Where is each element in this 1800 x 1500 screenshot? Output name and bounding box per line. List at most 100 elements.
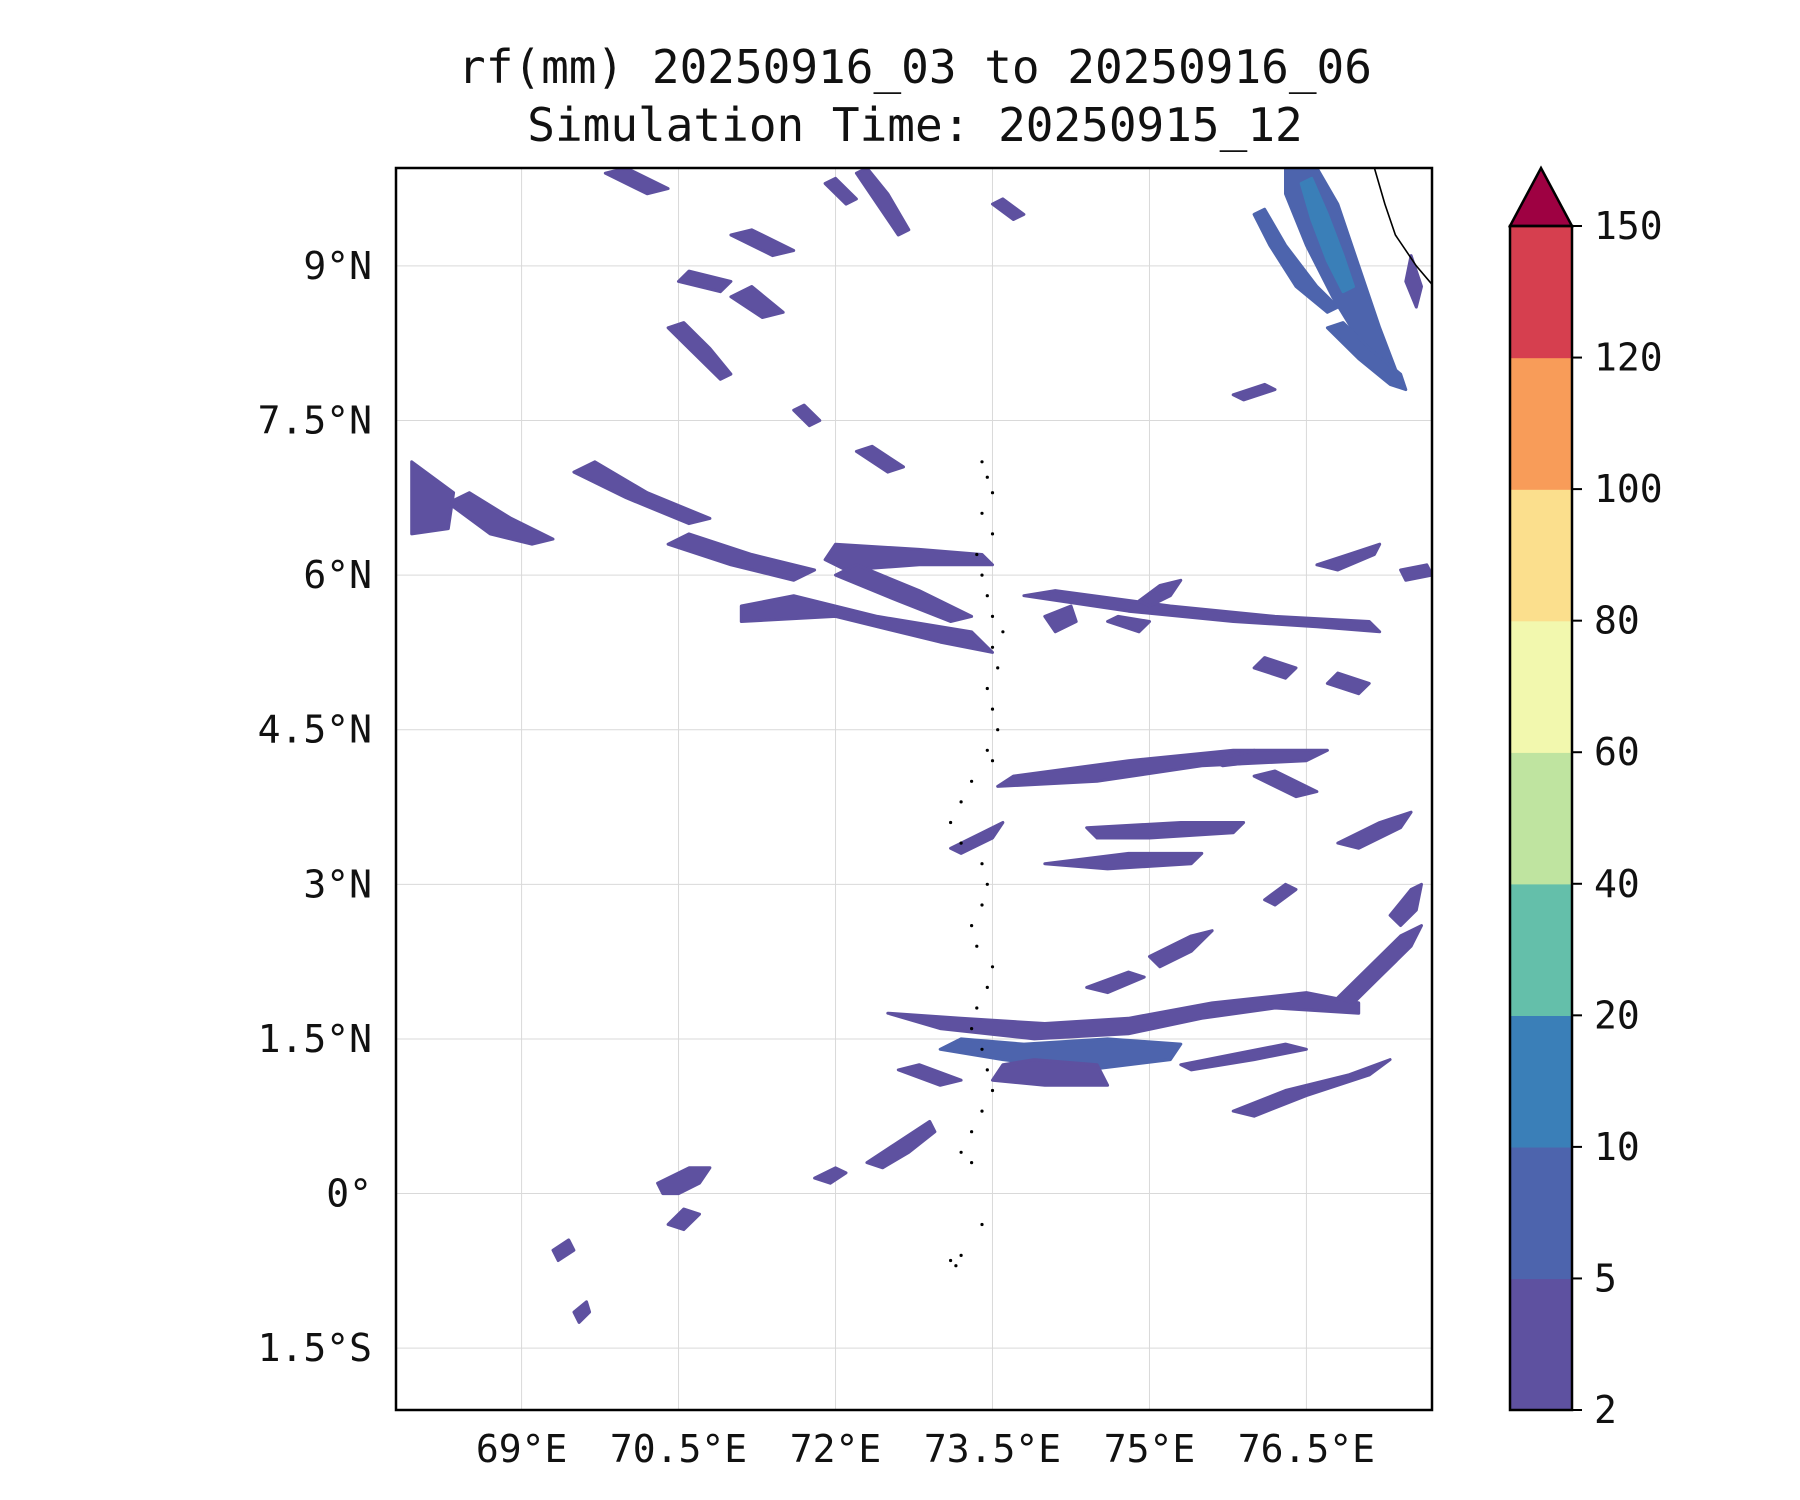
lat-tick-label: 1.5°N xyxy=(258,1017,372,1061)
rain-band xyxy=(666,321,733,381)
island-dot xyxy=(990,645,995,649)
rain-band xyxy=(1336,810,1413,850)
colorbar-frame xyxy=(1508,224,1574,1412)
rain-band xyxy=(896,1063,963,1087)
island-dot xyxy=(990,532,995,536)
map-title: rf(mm) 20250916_03 to 20250916_06 xyxy=(458,40,1372,94)
rain-band xyxy=(1336,924,1423,1005)
axis-ticks: 9°N 7.5°N 6°N 4.5°N 3°N 1.5°N 0° 1.5°S 69°E 70.5°… xyxy=(258,244,1375,1471)
island-dot xyxy=(959,1253,963,1257)
island-dot xyxy=(996,728,1000,732)
rain-band xyxy=(666,532,817,582)
rain-band xyxy=(1179,1042,1308,1072)
colorbar-segment xyxy=(1510,1278,1572,1411)
rain-band xyxy=(1022,589,1382,634)
rainfall-contours xyxy=(410,168,1432,1324)
map-panel xyxy=(396,168,1432,1410)
island-dot xyxy=(1001,630,1005,634)
rain-band xyxy=(1085,821,1246,840)
island-dot xyxy=(990,1088,995,1093)
rain-band xyxy=(1252,207,1340,314)
island-dot xyxy=(949,1258,953,1263)
rain-band xyxy=(854,168,911,237)
island-dot xyxy=(996,666,1000,670)
island-dot xyxy=(970,1161,974,1165)
colorbar-extend-arrow xyxy=(1507,165,1575,228)
lat-tick-label: 7.5°N xyxy=(258,399,372,443)
map-frame xyxy=(394,166,1434,1412)
island-dot xyxy=(970,779,974,783)
colorbar-tick-label: 80 xyxy=(1594,599,1640,643)
rain-band xyxy=(1252,656,1298,680)
rain-band xyxy=(677,269,733,294)
rain-band xyxy=(1148,929,1214,969)
rain-band xyxy=(603,168,670,196)
rain-band xyxy=(656,1166,712,1196)
island-dot xyxy=(990,707,995,711)
island-dot xyxy=(975,944,979,948)
island-dot xyxy=(959,841,963,845)
lat-tick-label: 6°N xyxy=(303,553,372,597)
island-dot xyxy=(980,1047,984,1051)
rain-band xyxy=(739,594,994,654)
island-dot xyxy=(959,1150,963,1154)
rain-band xyxy=(1106,614,1151,634)
island-dot xyxy=(980,903,984,907)
rain-band xyxy=(823,542,994,572)
rain-band xyxy=(1404,254,1423,309)
rain-band xyxy=(572,460,712,526)
colorbar-segment xyxy=(1510,489,1572,622)
rain-band xyxy=(1299,176,1355,294)
rain-band xyxy=(410,460,456,536)
rain-band xyxy=(729,285,785,319)
rain-band xyxy=(1399,563,1432,582)
colorbar-tick-label: 150 xyxy=(1594,204,1663,248)
rain-band xyxy=(949,821,1005,855)
rain-band xyxy=(886,991,1361,1041)
gridlines xyxy=(396,168,1432,1410)
island-dot xyxy=(985,594,989,598)
rain-band xyxy=(1085,970,1146,995)
map-subtitle: Simulation Time: 20250915_12 xyxy=(527,98,1303,152)
rain-band xyxy=(1231,1058,1392,1118)
colorbar-segment xyxy=(1510,1146,1572,1280)
rain-band xyxy=(865,1119,937,1170)
island-dot xyxy=(985,882,989,886)
rain-band xyxy=(792,403,822,428)
island-dot xyxy=(980,1222,984,1227)
rain-band xyxy=(551,1238,576,1262)
lat-tick-label: 9°N xyxy=(303,244,372,288)
island-dot xyxy=(970,924,974,928)
rain-band xyxy=(666,1207,701,1232)
rain-band xyxy=(1263,882,1298,907)
rain-band xyxy=(1231,382,1277,402)
colorbar-tick-label: 40 xyxy=(1594,862,1640,906)
rain-band xyxy=(1315,542,1382,572)
island-dot xyxy=(975,552,979,557)
island-dot xyxy=(985,748,989,752)
rain-band xyxy=(1043,851,1204,871)
island-dot xyxy=(990,614,995,619)
india-coastline xyxy=(1373,168,1432,286)
island-dot xyxy=(980,511,984,515)
island-dot xyxy=(980,1109,984,1113)
colorbar-segment xyxy=(1510,226,1572,359)
colorbar-tick-label: 60 xyxy=(1594,730,1640,774)
colorbar-segment xyxy=(1510,1015,1572,1148)
lon-tick-label: 70.5°E xyxy=(610,1427,747,1471)
rain-band xyxy=(1388,882,1423,928)
rain-band xyxy=(1137,578,1183,608)
lat-tick-label: 0° xyxy=(326,1172,372,1216)
island-dot xyxy=(980,862,984,866)
lon-tick-label: 75°E xyxy=(1104,1427,1196,1471)
island-dot xyxy=(970,1130,974,1134)
island-dot xyxy=(990,759,995,763)
colorbar-segment xyxy=(1510,357,1572,490)
colorbar-segment xyxy=(1510,620,1572,753)
island-dot xyxy=(985,686,989,691)
island-dot xyxy=(949,820,953,825)
island-dot xyxy=(990,491,995,495)
colorbar-tick-label: 2 xyxy=(1594,1388,1617,1432)
island-dot xyxy=(985,1068,989,1072)
